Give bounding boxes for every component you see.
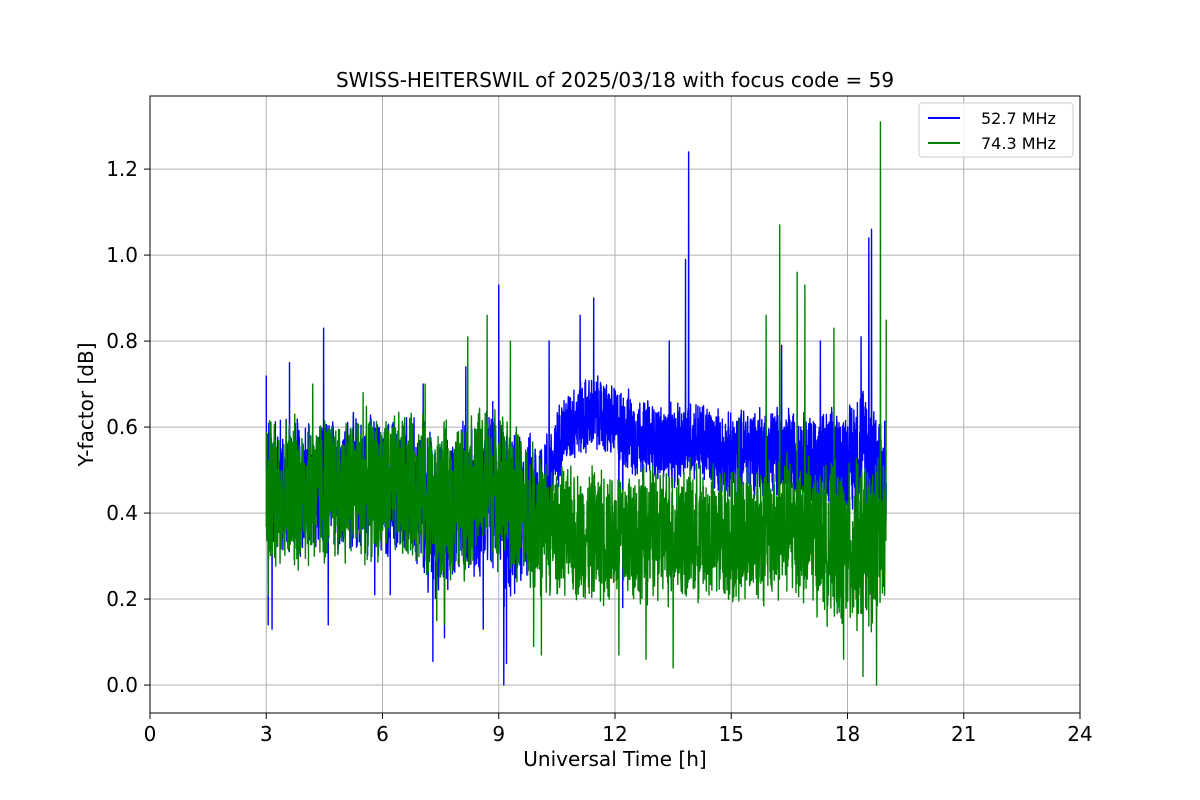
y-tick-label: 1.0 bbox=[106, 243, 138, 267]
y-tick-label: 0.2 bbox=[106, 587, 138, 611]
x-tick-label: 9 bbox=[492, 722, 505, 746]
x-tick-label: 6 bbox=[376, 722, 389, 746]
legend: 52.7 MHz 74.3 MHz bbox=[918, 102, 1074, 158]
x-axis-label: Universal Time [h] bbox=[523, 747, 706, 771]
series-layer bbox=[265, 121, 887, 686]
x-tick-label: 21 bbox=[951, 722, 976, 746]
x-tick-label: 18 bbox=[835, 722, 860, 746]
x-tick-label: 3 bbox=[260, 722, 273, 746]
legend-label: 52.7 MHz bbox=[981, 109, 1056, 128]
x-tick-label: 24 bbox=[1067, 722, 1092, 746]
x-tick-label: 12 bbox=[602, 722, 627, 746]
series-line-2 bbox=[265, 121, 887, 686]
x-tick-label: 15 bbox=[719, 722, 744, 746]
y-tick-label: 0.0 bbox=[106, 673, 138, 697]
y-tick-label: 1.2 bbox=[106, 157, 138, 181]
x-tick-label: 0 bbox=[144, 722, 157, 746]
chart-title: SWISS-HEITERSWIL of 2025/03/18 with focu… bbox=[336, 68, 894, 92]
y-axis-label: Y-factor [dB] bbox=[74, 342, 98, 467]
y-tick-label: 0.6 bbox=[106, 415, 138, 439]
ticks: 0 3 6 9 12 15 18 21 24 0.0 0.2 0.4 0.6 0.8 1.0 1.2 bbox=[106, 157, 1093, 746]
legend-label: 74.3 MHz bbox=[981, 134, 1056, 153]
y-tick-label: 0.4 bbox=[106, 501, 138, 525]
y-tick-label: 0.8 bbox=[106, 329, 138, 353]
